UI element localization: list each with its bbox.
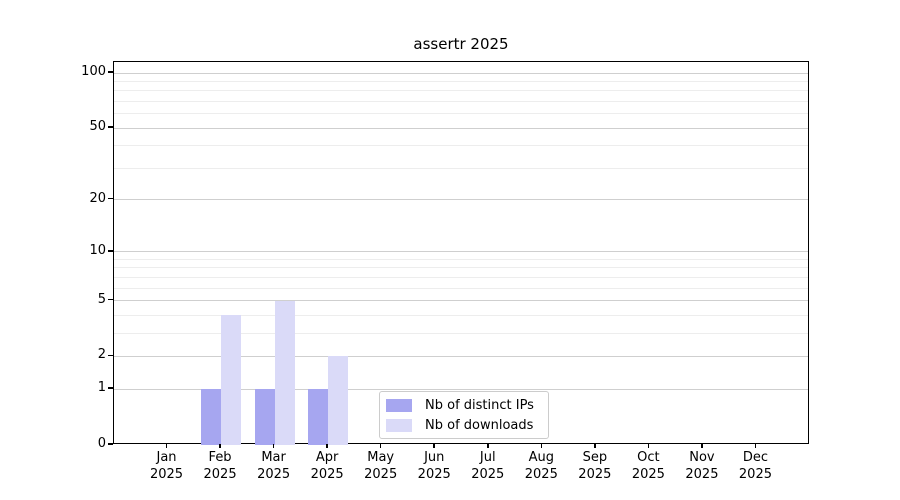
x-tick-label: Jun 2025 (406, 449, 462, 483)
legend-item-downloads: Nb of downloads (386, 418, 540, 433)
gridline-minor (114, 81, 808, 83)
x-tick-year: 2025 (738, 467, 772, 482)
x-tick-label: Jul 2025 (460, 449, 516, 483)
gridline-minor (114, 267, 808, 269)
gridline-minor (114, 167, 808, 169)
x-tick-mark (701, 444, 703, 448)
y-tick-label: 100 (81, 64, 106, 80)
x-tick-mark (219, 444, 221, 448)
x-tick-label: Nov 2025 (674, 449, 730, 483)
gridline-minor (114, 113, 808, 115)
y-tick-label: 5 (97, 291, 106, 307)
x-tick-month: Sep (582, 450, 608, 465)
x-tick-year: 2025 (417, 467, 451, 482)
gridline-major (114, 199, 808, 201)
bar-distinct-ips-apr (308, 389, 329, 445)
x-tick-month: Aug (528, 450, 554, 465)
gridline-major (114, 251, 808, 253)
x-tick-mark (272, 444, 275, 448)
legend: Nb of distinct IPs Nb of downloads (379, 391, 549, 439)
gridline-major (114, 72, 808, 74)
y-tick-label: 2 (97, 347, 106, 363)
x-tick-label: Dec 2025 (727, 449, 783, 483)
y-tick-mark (108, 250, 113, 252)
legend-item-distinct-ips: Nb of distinct IPs (386, 398, 540, 413)
x-tick-label: Oct 2025 (620, 449, 676, 483)
gridline-minor (114, 276, 808, 278)
legend-label-distinct-ips: Nb of distinct IPs (425, 397, 534, 413)
chart-title: assertr 2025 (413, 35, 509, 53)
gridline-major (114, 127, 808, 129)
x-tick-year: 2025 (578, 467, 612, 482)
x-tick-label: Sep 2025 (567, 449, 623, 483)
x-tick-mark (594, 444, 596, 448)
y-tick-label: 1 (97, 380, 106, 396)
x-tick-month: Apr (315, 450, 339, 465)
x-tick-year: 2025 (149, 467, 184, 482)
x-tick-month: Feb (208, 450, 232, 465)
x-tick-month: Oct (637, 450, 660, 465)
y-tick-mark (108, 443, 113, 445)
x-tick-year: 2025 (685, 467, 719, 482)
gridline-major (114, 300, 808, 302)
x-tick-mark (647, 444, 650, 448)
x-tick-month: Nov (689, 450, 715, 465)
x-tick-mark (433, 444, 435, 448)
x-tick-mark (487, 444, 489, 448)
y-tick-mark (108, 354, 113, 357)
y-tick-label: 20 (89, 190, 106, 206)
y-tick-mark (108, 387, 113, 389)
gridline-minor (114, 314, 808, 316)
gridline-minor (114, 90, 808, 92)
x-tick-month: Jun (424, 450, 445, 465)
x-tick-month: Mar (261, 450, 286, 465)
x-tick-year: 2025 (203, 467, 237, 482)
x-tick-month: Jul (479, 450, 496, 465)
legend-label-downloads: Nb of downloads (425, 417, 534, 433)
gridline-minor (114, 332, 808, 334)
x-tick-year: 2025 (310, 467, 344, 482)
y-tick-mark (108, 71, 113, 73)
x-tick-year: 2025 (257, 467, 291, 482)
bar-distinct-ips-mar (254, 389, 275, 445)
gridline-minor (114, 258, 808, 260)
x-tick-mark (379, 444, 382, 448)
y-tick-mark (108, 126, 113, 128)
gridline-major (114, 355, 808, 357)
legend-swatch-downloads (386, 418, 412, 432)
x-tick-year: 2025 (524, 467, 558, 482)
gridline-minor (114, 287, 808, 289)
x-tick-year: 2025 (471, 467, 505, 482)
gridline-minor (114, 145, 808, 147)
x-tick-mark (540, 444, 543, 448)
y-tick-mark (108, 298, 113, 301)
x-tick-label: Jan 2025 (139, 449, 195, 483)
x-tick-label: Apr 2025 (299, 449, 355, 483)
x-tick-year: 2025 (364, 467, 398, 482)
legend-swatch-distinct-ips (386, 398, 412, 412)
x-tick-mark (326, 444, 328, 448)
y-tick-label: 50 (89, 119, 106, 135)
bar-downloads-feb (221, 315, 242, 445)
gridline-minor (114, 101, 808, 103)
x-tick-mark (754, 444, 757, 448)
x-tick-label: Aug 2025 (513, 449, 569, 483)
y-tick-label: 10 (89, 242, 106, 258)
x-tick-label: May 2025 (353, 449, 409, 483)
y-tick-label: 0 (97, 436, 106, 451)
bar-downloads-apr (328, 356, 349, 445)
x-tick-month: Jan (156, 450, 177, 465)
y-tick-mark (108, 197, 113, 200)
plot-area (113, 61, 809, 445)
x-tick-mark (165, 444, 168, 448)
gridline-major (114, 388, 808, 390)
x-tick-label: Mar 2025 (246, 449, 302, 483)
bar-distinct-ips-feb (201, 389, 222, 445)
bar-downloads-mar (274, 300, 295, 445)
x-tick-month: May (367, 450, 395, 465)
x-tick-month: Dec (742, 450, 769, 465)
x-tick-year: 2025 (631, 467, 665, 482)
x-tick-label: Feb 2025 (192, 449, 248, 483)
